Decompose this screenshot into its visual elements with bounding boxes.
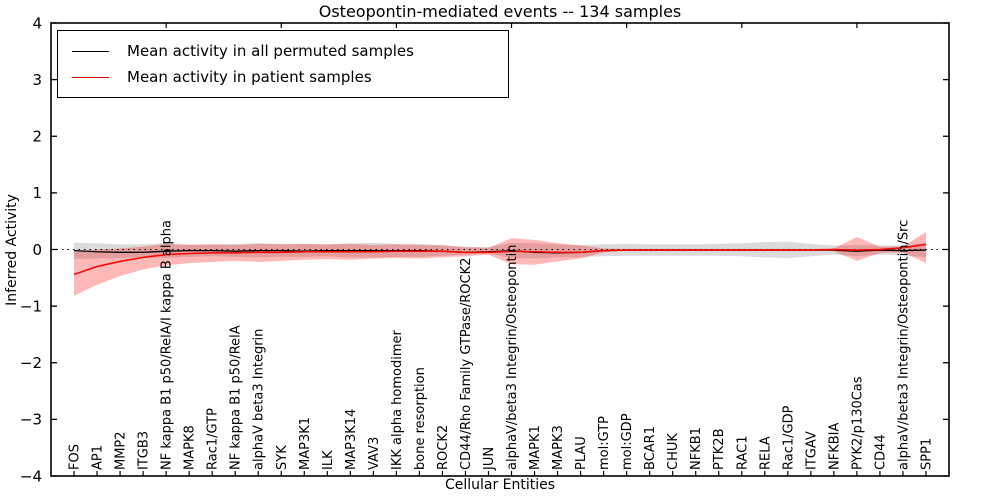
x-tick-label: MAPK3 [551, 425, 566, 470]
x-tick-label: alphaV beta3 Integrin [252, 329, 267, 470]
x-tick-label: Rac1/GTP [206, 408, 221, 470]
x-tick-label: NF kappa B1 p50/RelA [229, 325, 244, 470]
legend-label: Mean activity in all permuted samples [127, 42, 414, 60]
x-axis-title: Cellular Entities [444, 477, 556, 493]
y-tick-label: −3 [20, 411, 42, 429]
patient-band [74, 231, 926, 296]
x-tick-label: PTK2B [712, 429, 727, 471]
x-tick-label: bone resorption [413, 367, 428, 470]
x-tick-label: RAC1 [735, 435, 750, 470]
x-tick-label: PLAU [574, 436, 589, 470]
x-tick-label: SYK [275, 445, 290, 470]
x-tick-label: ITGB3 [137, 431, 152, 470]
x-tick-label: ROCK2 [436, 425, 451, 470]
y-tick-label: 1 [32, 184, 42, 202]
y-tick-label: 3 [32, 71, 42, 89]
y-tick-label: −1 [20, 297, 42, 315]
x-tick-label: CD44 [873, 434, 888, 470]
x-tick-label: alphaV/beta3 Integrin/Osteopontin [505, 245, 520, 470]
x-tick-label: BCAR1 [643, 426, 658, 470]
legend: Mean activity in all permuted samples Me… [57, 30, 509, 98]
x-tick-label: alphaV/beta3 Integrin/Osteopontin/Src [896, 220, 911, 470]
permuted-band [74, 241, 926, 260]
legend-line-sample-permuted [72, 50, 109, 52]
x-tick-label: MAPK8 [183, 425, 198, 470]
x-tick-label: ITGAV [804, 431, 819, 470]
x-tick-label: MMP2 [114, 431, 129, 470]
x-tick-label: RELA [758, 436, 773, 470]
y-tick-label: 0 [32, 241, 42, 259]
x-tick-label: NF kappa B1 p50/RelA/I kappa B alpha [160, 220, 175, 470]
x-tick-label: MAP3K14 [344, 409, 359, 470]
legend-item: Mean activity in patient samples [72, 64, 498, 90]
y-tick-label: −2 [20, 354, 42, 372]
x-tick-label: Rac1/GDP [781, 405, 796, 470]
patient-mean-line [73, 243, 927, 276]
x-tick-label: IKK alpha homodimer [390, 329, 405, 470]
chart-title: Osteopontin-mediated events -- 134 sampl… [318, 2, 682, 21]
x-tick-label: JUN [482, 447, 497, 471]
x-tick-label: MAP3K1 [298, 417, 313, 470]
x-tick-label: NFKBIA [827, 423, 842, 470]
legend-label: Mean activity in patient samples [127, 68, 372, 86]
x-tick-label: SPP1 [919, 438, 934, 470]
y-axis-title: Inferred Activity [4, 194, 20, 306]
x-tick-label: FOS [68, 444, 83, 470]
y-tick-label: 4 [32, 14, 42, 32]
x-tick-label: CD44/Rho Family GTPase/ROCK2 [459, 258, 474, 470]
legend-item: Mean activity in all permuted samples [72, 38, 498, 64]
legend-line-sample-patient [72, 76, 109, 78]
x-tick-label: AP1 [91, 445, 106, 470]
x-tick-label: PYK2/p130Cas [850, 376, 865, 470]
x-tick-label: ILK [321, 450, 336, 470]
x-tick-label: NFKB1 [689, 427, 704, 470]
x-tick-label: mol:GTP [597, 416, 612, 470]
x-tick-label: mol:GDP [620, 413, 635, 470]
y-tick-label: 2 [32, 128, 42, 146]
x-tick-label: CHUK [666, 433, 681, 470]
x-tick-label: MAPK1 [528, 425, 543, 470]
y-tick-label: −4 [20, 467, 42, 485]
x-tick-label: VAV3 [367, 437, 382, 470]
